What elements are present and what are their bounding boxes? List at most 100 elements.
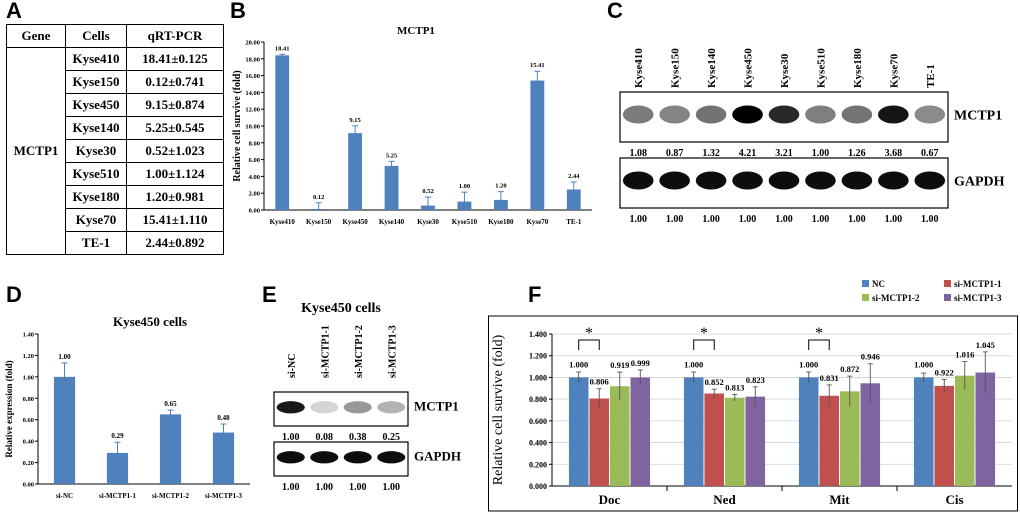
band-value: 1.00 [702,214,720,225]
y-axis-label: Relative cell survive (fold) [232,70,243,181]
qrt-pcr-table: Gene Cells qRT-PCR MCTP1 Kyse410 18.41±0.1… [6,24,224,255]
data-label: 0.872 [840,364,859,374]
qrt-pcr-value: 1.00±1.124 [126,162,224,186]
qrt-pcr-value: 5.25±0.545 [126,116,224,140]
band-value: 3.68 [885,148,903,159]
blot-band [659,105,690,124]
data-label: 0.65 [164,400,177,408]
band-value: 1.00 [349,482,367,493]
table-row: Kyse450 9.15±0.874 [7,93,224,117]
data-label: 1.000 [569,359,588,369]
table-row: Kyse180 1.20±0.981 [7,185,224,209]
y-tick-label: 0.000 [529,482,547,491]
bar [609,386,630,486]
y-tick-label: 0.800 [529,395,547,404]
data-label: 2.44 [568,173,580,180]
qrt-pcr-value: 18.41±0.125 [126,47,224,71]
bar [159,414,182,484]
category-label: Mit [829,492,850,507]
lane-label: si-MCTP1-2 [354,325,365,378]
bar [53,376,76,484]
panel-label-d: D [6,282,22,307]
y-tick-label: 0.80 [23,396,34,403]
target-label: MCTP1 [954,109,1002,124]
target-label: GAPDH [414,449,461,464]
band-value: 1.00 [921,214,939,225]
lane-label: si-NC [287,354,298,378]
table-row: MCTP1 Kyse410 18.41±0.125 [6,47,224,255]
legend-label: NC [872,279,885,289]
band-value: 1.00 [282,432,300,443]
bar [934,385,955,486]
significance-bracket [578,339,600,350]
blot-band [768,105,800,124]
legend-label: si-MCTP1-3 [954,293,1002,303]
lane-label: Kyse70 [888,53,900,88]
bar [745,396,766,486]
y-tick-label: 4.00 [249,174,260,181]
data-label: 0.813 [725,382,744,392]
chart-frame [488,315,1018,512]
data-label: 0.852 [705,377,724,387]
bar [954,375,975,486]
data-label: 0.823 [746,375,765,385]
lane-label: Kyse140 [706,48,718,88]
band-value: 1.00 [885,214,903,225]
data-label: 5.25 [386,152,398,159]
data-label: 1.00 [58,353,71,361]
category-label: Kyse510 [452,218,478,226]
legend-swatch [862,294,869,301]
table-row: Kyse510 1.00±1.124 [7,162,224,186]
bar [798,377,819,486]
blot-band [622,105,654,124]
data-label: 0.999 [631,358,650,368]
y-tick-label: 0.00 [249,208,260,215]
band-value: 1.00 [812,214,830,225]
y-tick-label: 6.00 [249,157,260,164]
band-value: 0.87 [666,148,684,159]
lane-label: Kyse410 [633,48,645,88]
cell-line-name: Kyse410 [65,47,127,71]
qrt-pcr-value: 1.20±0.981 [126,185,224,209]
band-value: 0.25 [383,432,401,443]
y-tick-label: 0.60 [23,417,34,424]
data-label: 18.41 [275,45,290,52]
bar [913,377,934,486]
data-label: 1.045 [976,340,995,350]
y-axis-label: Relative expression (fold) [4,360,14,457]
data-label: 15.41 [530,62,545,69]
data-label: 0.946 [861,352,880,362]
significance-bracket [808,339,830,350]
data-label: 0.919 [610,360,629,370]
table-row: Kyse140 5.25±0.545 [7,116,224,140]
significance-star: * [815,325,823,342]
band-value: 3.21 [775,148,793,159]
blot-band [805,171,836,190]
band-value: 0.08 [316,432,334,443]
significance-bracket [693,339,715,350]
blot-band [841,171,873,190]
blot-band [276,401,305,414]
bar [704,393,725,486]
bar [683,377,704,486]
blot-band [914,171,946,190]
band-value: 0.38 [349,432,367,443]
table-row: TE-1 2.44±0.892 [7,231,224,255]
blot-band [310,451,339,464]
blot-band [732,105,763,124]
bar [566,189,581,210]
chart-f-drug-survival: NC si-MCTP1-1 si-MCTP1-2 si-MCTP1-3 Relative… [488,279,1018,512]
band-value: 4.21 [739,148,757,159]
bar [724,397,745,486]
data-label: 1.000 [799,359,818,369]
band-value: 1.00 [812,148,830,159]
band-value: 0.67 [921,148,939,159]
blot-band [622,171,654,190]
band-value: 1.00 [316,482,334,493]
gene-cell: MCTP1 [6,47,66,255]
qrt-pcr-value: 0.12±0.741 [126,70,224,94]
category-label: Ned [713,492,736,507]
chart-b-mctp1-survival: MCTP1 Relative cell survive (fold) 0.00 2.0… [232,25,592,226]
bar [106,452,129,484]
lane-label: Kyse180 [852,48,864,88]
